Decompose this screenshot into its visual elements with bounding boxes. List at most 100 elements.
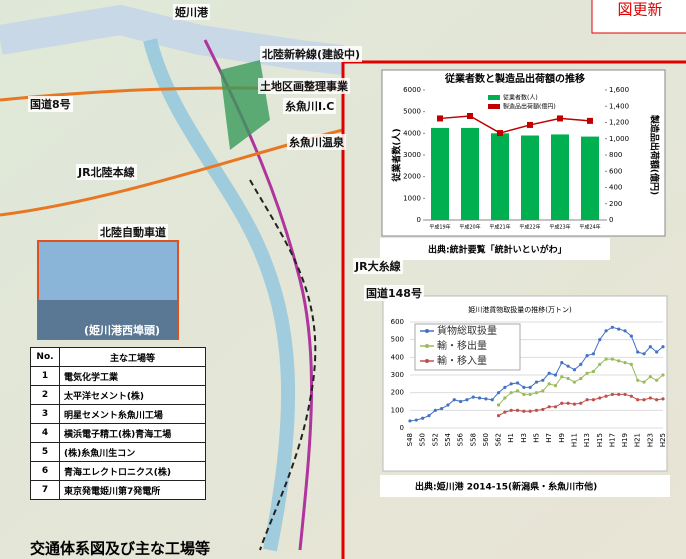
marker (547, 405, 551, 409)
marker (490, 398, 494, 402)
marker (471, 395, 475, 399)
marker (661, 397, 665, 401)
marker (629, 394, 633, 398)
x-tick-label: 平成24年 (579, 224, 600, 231)
marker (585, 398, 589, 402)
marker (610, 325, 615, 329)
marker (587, 117, 593, 124)
marker (437, 115, 443, 122)
marker (629, 362, 633, 366)
marker (528, 392, 532, 397)
map-label: 国道8号 (28, 96, 73, 112)
marker (591, 352, 596, 356)
marker (528, 409, 532, 413)
table-cell: 東京発電姫川第7発電所 (59, 480, 206, 500)
y2-tick-label: 400 (609, 184, 622, 192)
marker (598, 338, 602, 342)
y2-tick-label: 1,600 (609, 86, 629, 94)
map-label: JR北陸本線 (76, 164, 137, 180)
marker (528, 385, 532, 389)
x-tick-label: 平成22年 (519, 224, 540, 231)
marker (427, 414, 431, 418)
bar (581, 136, 599, 220)
photo-pier (38, 300, 178, 339)
page-title: 交通体系図及び主な工場等 (30, 540, 210, 558)
marker (497, 130, 503, 137)
marker (527, 121, 533, 128)
marker (560, 401, 564, 405)
line-route (249, 179, 317, 551)
marker (459, 399, 463, 404)
marker (642, 380, 646, 384)
y2-tick-label: 1,200 (609, 119, 629, 127)
marker (467, 113, 473, 119)
marker (515, 389, 520, 393)
marker (553, 373, 558, 377)
chart-title: 従業者数と製造品出荷額の推移 (444, 72, 585, 85)
marker (452, 398, 456, 402)
marker (598, 362, 602, 366)
marker (465, 398, 469, 402)
stamp: 図更新 (617, 1, 662, 19)
marker (623, 361, 627, 365)
river (143, 38, 296, 552)
x-tick-label: H17 (608, 433, 616, 447)
x-tick-label: H21 (634, 433, 642, 447)
marker (604, 394, 608, 398)
y-tick-label: 0 (417, 216, 421, 224)
bar (491, 133, 509, 220)
map-label: 土地区画整理事業 (258, 78, 350, 94)
x-tick-label: H1 (507, 433, 515, 443)
marker (509, 391, 513, 395)
table-row: 2 太平洋セメント(株) (30, 385, 206, 405)
x-tick-label: 平成19年 (429, 224, 450, 231)
x-tick-label: 平成20年 (459, 224, 480, 231)
table-row: 5 (株)糸魚川生コン (30, 442, 206, 462)
legend-label: 従業者数(人) (503, 94, 538, 102)
legend-label: 製造品出荷額(億円) (503, 103, 556, 111)
x-tick-label: 平成23年 (549, 224, 570, 231)
map-label: 糸魚川温泉 (287, 134, 346, 150)
marker (623, 392, 627, 397)
bar (431, 127, 449, 220)
legend-label: 貨物総取扱量 (437, 324, 497, 337)
y-tick-label: 300 (391, 371, 404, 379)
bar (461, 127, 479, 220)
legend-marker (425, 359, 429, 363)
map-label: 糸魚川I.C (283, 98, 337, 114)
y2-tick-label: 800 (609, 151, 622, 159)
chart-title: 姫川港貨物取扱量の推移(万トン) (468, 305, 572, 314)
marker (553, 405, 558, 409)
marker (566, 401, 570, 405)
marker (572, 402, 577, 406)
source: 出典:統計要覧「統計いといがわ」 (428, 244, 567, 256)
marker (496, 414, 501, 418)
map-label: 北陸自動車道 (98, 224, 168, 240)
marker (598, 396, 602, 400)
y2-tick-label: 200 (609, 200, 622, 208)
table-row: 6 青海エレクトロニクス(株) (30, 461, 206, 481)
y-tick-label: 400 (391, 353, 404, 361)
marker (655, 398, 659, 402)
marker (547, 382, 551, 386)
marker (541, 407, 545, 412)
marker (541, 389, 545, 393)
marker (661, 373, 665, 377)
x-tick-label: H19 (621, 433, 629, 447)
y2-axis-label: 製造品出荷額(億円) (649, 114, 661, 195)
marker (623, 329, 627, 333)
marker (522, 409, 526, 413)
x-tick-label: S56 (457, 432, 465, 446)
marker (408, 419, 412, 423)
source-bg (380, 238, 610, 260)
y-tick-label: 2000 (403, 173, 421, 181)
marker (534, 391, 539, 395)
stamp-box (591, 0, 686, 34)
marker (629, 334, 633, 338)
x-tick-label: H7 (545, 433, 553, 443)
x-tick-label: H3 (520, 433, 528, 443)
x-tick-label: S52 (431, 433, 439, 446)
y2-tick-label: 1,400 (609, 102, 629, 110)
marker (617, 359, 621, 363)
